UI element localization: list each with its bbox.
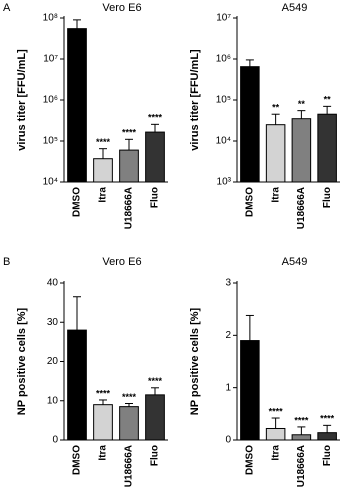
x-tick-label: Fluo [322,445,333,466]
significance: **** [320,414,335,424]
significance: **** [269,406,284,416]
x-tick-label: U18666A [296,445,307,487]
x-tick-label: Itra [98,445,109,461]
significance: **** [294,415,309,425]
chart-title: A549 [282,256,308,268]
x-tick-label: Itra [270,445,281,461]
significance: ** [324,95,332,105]
bar [317,113,337,183]
y-axis-title: NP positive cells [%] [16,307,28,415]
significance: **** [122,128,137,138]
bar [265,124,286,183]
y-axis-title: virus titer [FFU/mL] [189,49,201,151]
y-tick-label: 10⁵ [216,95,231,106]
x-tick-label: DMSO [245,445,256,475]
y-tick-label: 3 [225,278,231,289]
significance: ** [298,99,306,109]
significance: ** [272,103,280,113]
significance: **** [96,388,111,398]
y-tick-label: 10⁸ [43,13,58,24]
x-tick-label: DMSO [245,187,256,217]
y-axis-title: NP positive cells [%] [189,307,201,415]
y-axis-title: virus titer [FFU/mL] [16,49,28,151]
y-tick-label: 20 [47,356,59,367]
bar [93,404,113,441]
x-tick-label: DMSO [72,445,83,475]
y-tick-label: 10³ [217,177,232,188]
significance: **** [148,113,163,123]
bar [119,149,139,183]
bar [240,340,260,441]
bar [145,394,165,441]
chart-title: Vero E6 [102,2,141,14]
y-tick-label: 0 [225,435,231,446]
bar [291,434,312,441]
bar [240,66,260,183]
y-tick-label: 40 [47,278,59,289]
bar [145,131,165,183]
x-tick-label: Itra [98,187,109,203]
y-tick-label: 2 [225,330,231,341]
y-tick-label: 10⁷ [43,54,58,65]
y-tick-label: 10⁶ [43,95,58,106]
bar [119,406,139,441]
panel-label: A [3,2,11,14]
significance: **** [148,376,163,386]
y-tick-label: 30 [47,317,59,328]
y-tick-label: 10⁵ [43,136,58,147]
x-tick-label: U18666A [296,187,307,229]
x-tick-label: Fluo [150,187,161,208]
y-tick-label: 10⁴ [216,136,231,147]
x-tick-label: Fluo [322,187,333,208]
y-tick-label: 10⁴ [43,177,58,188]
x-tick-label: Fluo [150,445,161,466]
bar [93,158,113,183]
panel-label: B [3,256,10,268]
significance: **** [96,137,111,147]
significance: **** [122,392,137,402]
bar [291,118,312,183]
x-tick-label: U18666A [124,187,135,229]
bar [67,329,87,441]
y-tick-label: 10⁷ [216,13,231,24]
y-tick-label: 1 [225,382,231,393]
y-tick-label: 10⁶ [216,54,231,65]
bar [317,432,337,441]
x-tick-label: DMSO [72,187,83,217]
chart-title: Vero E6 [102,256,141,268]
chart-title: A549 [282,2,308,14]
y-tick-label: 0 [52,435,58,446]
y-tick-label: 10 [47,395,59,406]
x-tick-label: U18666A [124,445,135,487]
bar [67,28,87,183]
x-tick-label: Itra [270,187,281,203]
bar [265,427,286,441]
